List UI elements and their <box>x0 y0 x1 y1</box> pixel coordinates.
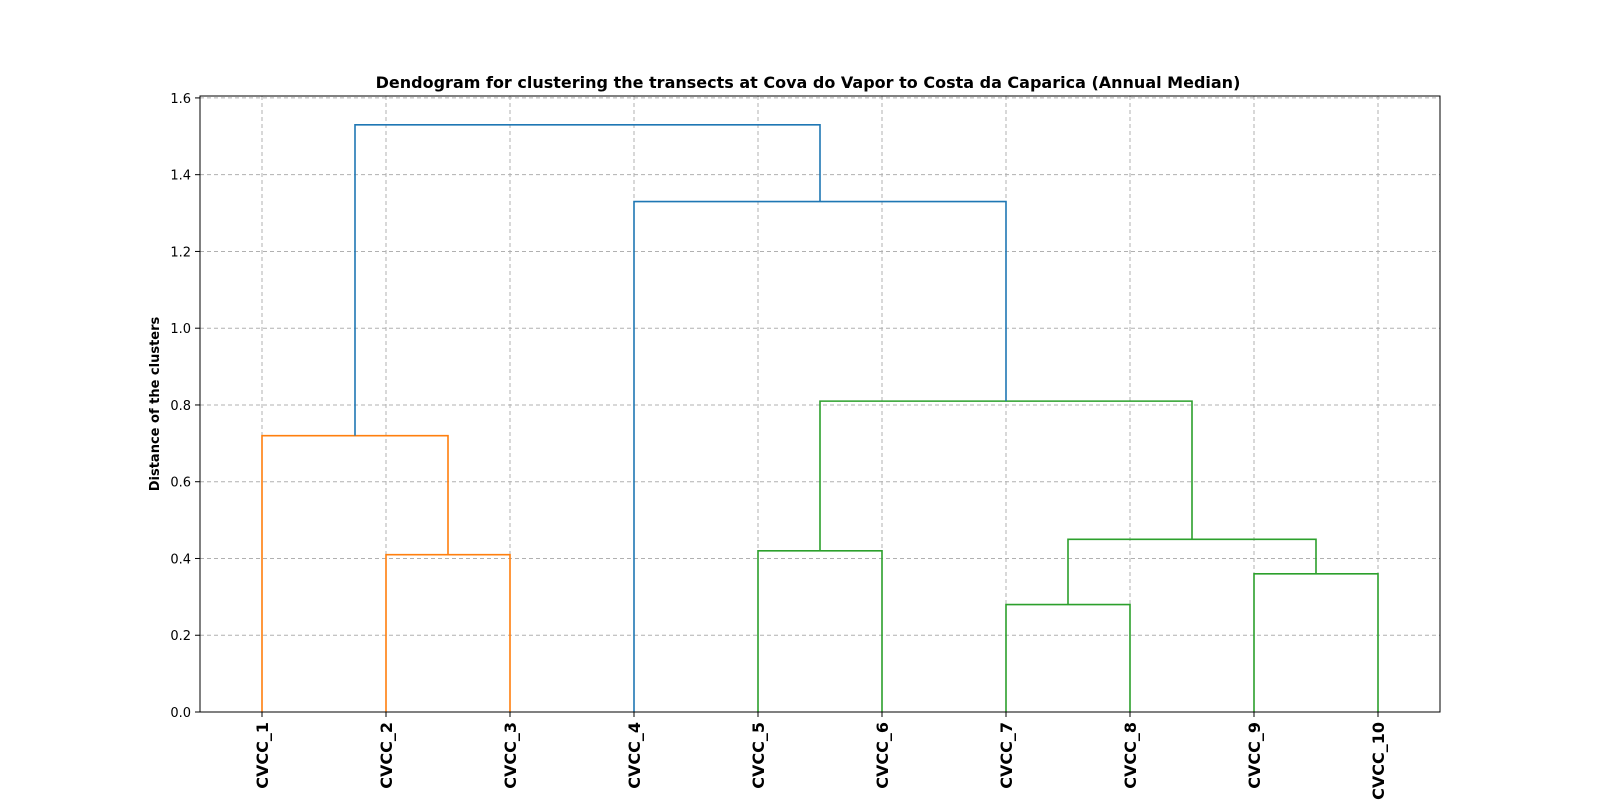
dendrogram-link-6 <box>1067 538 1317 605</box>
y-tick-label: 1.0 <box>170 322 191 337</box>
y-tick-label: 0.4 <box>170 552 191 567</box>
leaf-label: CVCC_7 <box>997 722 1016 789</box>
leaf-label: CVCC_5 <box>749 722 768 789</box>
y-tick-label: 1.6 <box>170 92 191 107</box>
dendrogram-link-2 <box>261 434 449 712</box>
leaf-label: CVCC_8 <box>1121 722 1140 789</box>
y-tick-label: 0.2 <box>170 629 191 644</box>
y-tick-label: 1.2 <box>170 245 191 260</box>
y-tick-label: 0.0 <box>170 706 191 721</box>
dendrogram-link-3 <box>757 550 883 712</box>
dendrogram-link-9 <box>354 123 821 436</box>
leaf-label: CVCC_10 <box>1369 722 1388 800</box>
y-tick-label: 0.6 <box>170 476 191 491</box>
dendrogram-links <box>261 123 1379 712</box>
dendrogram-link-1 <box>385 553 511 712</box>
y-axis-label: Distance of the clusters <box>148 316 163 491</box>
tick-layer: 0.0 0.2 0.4 0.6 0.8 1.0 1.2 1.4 1.6 CVCC_1 CVCC_2 C… <box>170 92 1388 800</box>
leaf-label: CVCC_6 <box>873 722 892 789</box>
leaf-label: CVCC_2 <box>377 722 396 789</box>
leaf-label: CVCC_3 <box>501 722 520 789</box>
chart-title: Dendogram for clustering the transects a… <box>376 73 1241 92</box>
leaf-label: CVCC_4 <box>625 722 644 789</box>
dendrogram-link-5 <box>1253 573 1379 712</box>
dendrogram-link-4 <box>1005 603 1131 712</box>
y-tick-label: 1.4 <box>170 169 191 184</box>
leaf-label: CVCC_1 <box>253 722 272 789</box>
y-tick-label: 0.8 <box>170 399 191 414</box>
leaf-label: CVCC_9 <box>1245 722 1264 789</box>
plot-frame <box>199 95 1441 713</box>
